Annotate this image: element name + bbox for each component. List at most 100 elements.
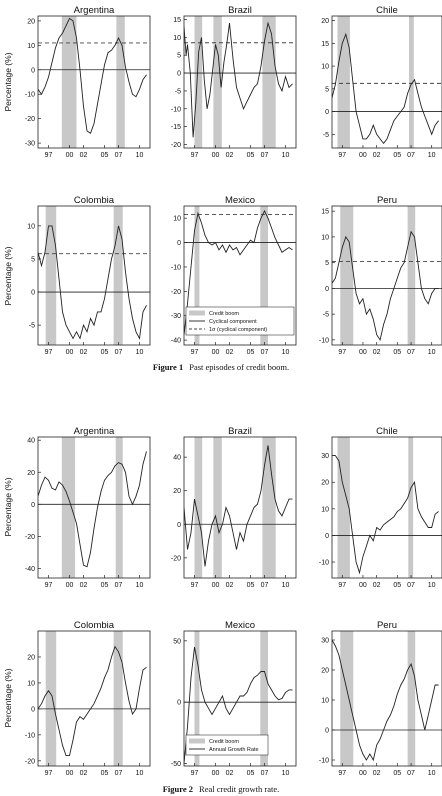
y-tick-label: -5 — [175, 88, 181, 95]
y-tick-label: 40 — [173, 455, 181, 462]
credit-boom-shade-2 — [213, 16, 222, 148]
y-tick-label: -10 — [319, 560, 329, 567]
x-tick-label: 00 — [212, 770, 220, 777]
credit-boom-shade-1 — [340, 631, 354, 766]
panel-title: Mexico — [225, 195, 255, 206]
x-tick-label: 97 — [338, 770, 346, 777]
x-tick-label: 10 — [428, 349, 436, 356]
x-tick-label: 10 — [136, 582, 144, 589]
series-line — [38, 645, 147, 757]
x-tick-label: 07 — [115, 349, 123, 356]
x-tick-label: 05 — [393, 582, 401, 589]
x-tick-label: 05 — [393, 349, 401, 356]
x-tick-label: 05 — [393, 770, 401, 777]
chart-panel-6: Argentina -40 -20 0 20 40 97 00 02 05 07 10 — [25, 426, 151, 589]
credit-boom-shade-1 — [194, 16, 203, 148]
legend-box — [185, 734, 269, 756]
credit-boom-shade-2 — [409, 16, 414, 148]
x-tick-label: 97 — [338, 582, 346, 589]
series-line — [38, 17, 147, 135]
credit-boom-shade-2 — [116, 16, 125, 148]
panel-title: Chile — [376, 426, 398, 437]
plot-frame — [37, 15, 151, 149]
y-tick-label: 0 — [325, 533, 329, 540]
x-tick-label: 05 — [247, 582, 255, 589]
x-tick-label: 02 — [80, 582, 88, 589]
y-tick-label: -10 — [171, 264, 181, 271]
x-tick-label: 07 — [407, 349, 415, 356]
x-tick-label: 97 — [45, 349, 53, 356]
x-tick-label: 07 — [407, 770, 415, 777]
y-tick-label: 5 — [31, 256, 35, 263]
plot-frame — [331, 205, 442, 346]
y-tick-label: 20 — [173, 488, 181, 495]
x-tick-label: 00 — [359, 152, 367, 159]
x-tick-label: 02 — [226, 770, 234, 777]
credit-boom-shade-2 — [260, 206, 268, 345]
panel-title: Argentina — [74, 426, 115, 437]
chart-panel-7: Brazil -20 0 20 40 97 00 02 05 07 10 — [171, 426, 297, 589]
y-tick-label: 10 — [321, 506, 329, 513]
x-tick-label: 97 — [191, 152, 199, 159]
panel-title: Mexico — [225, 620, 255, 631]
x-tick-label: 97 — [45, 582, 53, 589]
chart-panel-8: Chile -10 0 10 20 30 97 00 02 05 07 10 — [319, 426, 442, 589]
y-tick-label: 40 — [27, 438, 35, 445]
credit-boom-shade-1 — [337, 437, 350, 578]
x-tick-label: 97 — [45, 770, 53, 777]
panel-title: Argentina — [74, 5, 115, 16]
x-tick-label: 02 — [80, 152, 88, 159]
y-tick-label: -40 — [25, 566, 35, 573]
x-tick-label: 10 — [282, 152, 290, 159]
y-tick-label: 20 — [321, 480, 329, 487]
x-tick-label: 00 — [359, 349, 367, 356]
chart-panel-10: Mexico -50 0 50 97 00 02 05 07 10 — [171, 620, 297, 777]
x-tick-label: 07 — [261, 770, 269, 777]
credit-boom-shade-1 — [194, 206, 200, 345]
credit-boom-shade-3 — [262, 16, 276, 148]
legend-swatch-boom — [189, 738, 205, 744]
y-tick-label: 0 — [325, 109, 329, 116]
x-tick-label: 97 — [191, 770, 199, 777]
y-tick-label: 30 — [321, 638, 329, 645]
x-tick-label: 02 — [373, 582, 381, 589]
credit-boom-shade-2 — [407, 206, 416, 345]
x-tick-label: 97 — [191, 582, 199, 589]
panel-title: Colombia — [74, 195, 115, 206]
y-tick-label: -10 — [25, 92, 35, 99]
x-tick-label: 00 — [212, 582, 220, 589]
y-tick-label: 30 — [321, 453, 329, 460]
x-tick-label: 07 — [261, 349, 269, 356]
series-line — [332, 639, 439, 762]
y-tick-label: -30 — [25, 141, 35, 148]
credit-boom-shade-2 — [115, 437, 123, 578]
figure-2-number: Figure 2 — [162, 784, 194, 794]
y-tick-label: 15 — [321, 209, 329, 216]
y-tick-label: 0 — [31, 290, 35, 297]
x-tick-label: 07 — [261, 152, 269, 159]
x-tick-label: 10 — [428, 152, 436, 159]
credit-boom-shade-1 — [337, 16, 350, 148]
credit-boom-shade-1 — [194, 631, 200, 766]
series-line — [184, 445, 293, 567]
y-tick-label: 0 — [31, 706, 35, 713]
x-tick-label: 02 — [80, 770, 88, 777]
series-line — [184, 21, 293, 138]
plot-frame — [331, 630, 442, 767]
y-tick-label: 10 — [173, 216, 181, 223]
y-tick-label: -15 — [171, 124, 181, 131]
credit-boom-shade-1 — [45, 206, 57, 345]
series-line — [332, 230, 439, 342]
y-tick-label: 0 — [177, 71, 181, 78]
credit-boom-shade-1 — [61, 437, 76, 578]
x-tick-label: 10 — [136, 152, 144, 159]
x-tick-label: 10 — [282, 349, 290, 356]
x-tick-label: 05 — [247, 770, 255, 777]
figure-2-title: Real credit growth rate. — [199, 784, 280, 794]
y-tick-label: 0 — [177, 522, 181, 529]
y-tick-label: 20 — [27, 18, 35, 25]
credit-boom-shade-2 — [260, 631, 268, 766]
